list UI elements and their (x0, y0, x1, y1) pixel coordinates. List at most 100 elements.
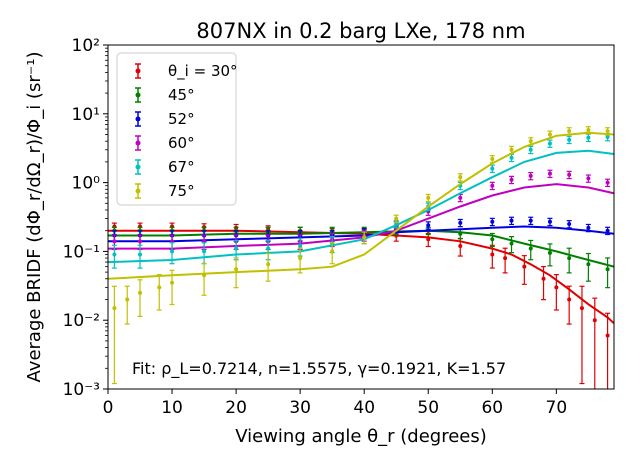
fit-line-5 (108, 131, 614, 280)
data-point (579, 306, 584, 311)
data-point (125, 297, 130, 302)
data-point (567, 256, 572, 261)
data-point (112, 239, 117, 244)
legend-label: 67° (168, 158, 195, 176)
data-point (138, 290, 143, 295)
data-point (541, 276, 546, 281)
data-point (170, 249, 175, 254)
data-point (605, 180, 610, 185)
data-point (458, 243, 463, 248)
y-axis-label: Average BRIDF (dΦ_r/dΩ_r)/Φ_i (sr⁻¹) (24, 52, 45, 383)
data-point (547, 132, 552, 137)
data-point (330, 249, 335, 254)
legend-entry-3: 60° (135, 134, 195, 152)
legend-label: 45° (168, 86, 195, 104)
data-point (426, 195, 431, 200)
data-point (234, 246, 239, 251)
y-tick-label: 10² (72, 36, 100, 56)
fit-line-0 (108, 229, 614, 325)
data-point (567, 297, 572, 302)
data-point (490, 157, 495, 162)
data-point (298, 256, 303, 261)
data-point (586, 262, 591, 267)
legend-entry-5: 75° (135, 182, 195, 200)
data-point (554, 285, 559, 290)
data-point (112, 306, 117, 311)
data-point (490, 166, 495, 171)
data-point (157, 285, 162, 290)
data-point (547, 141, 552, 146)
series-5 (108, 126, 614, 385)
data-point (605, 129, 610, 134)
data-point (503, 256, 508, 261)
legend-entry-2: 52° (135, 110, 195, 128)
data-point (362, 235, 367, 240)
data-point (458, 175, 463, 180)
data-point (426, 237, 431, 242)
data-point (490, 252, 495, 257)
data-point (138, 252, 143, 257)
fit-line-1 (108, 229, 614, 268)
x-tick-label: 10 (161, 398, 183, 418)
data-point (567, 172, 572, 177)
x-tick-label: 50 (417, 398, 439, 418)
plot-area (108, 126, 614, 389)
data-point (528, 147, 533, 152)
data-point (426, 223, 431, 228)
y-tick-label: 10¹ (72, 105, 100, 125)
data-point (170, 280, 175, 285)
legend-box (116, 52, 237, 206)
data-point (458, 195, 463, 200)
x-tick-label: 0 (103, 398, 114, 418)
data-point (586, 225, 591, 230)
data-point (298, 243, 303, 248)
data-point (509, 177, 514, 182)
legend-label: 60° (168, 134, 195, 152)
x-tick-label: 30 (289, 398, 311, 418)
data-point (266, 262, 271, 267)
data-point (509, 147, 514, 152)
data-point (522, 264, 527, 269)
y-tick-label: 10⁻¹ (63, 242, 100, 262)
x-tick-label: 60 (481, 398, 503, 418)
data-point (202, 273, 207, 278)
data-point (586, 128, 591, 133)
legend-label: 75° (168, 182, 195, 200)
data-point (605, 267, 610, 272)
data-point (112, 252, 117, 257)
data-point (509, 241, 514, 246)
data-point (605, 228, 610, 233)
data-point (567, 137, 572, 142)
data-point (509, 218, 514, 223)
data-point (202, 249, 207, 254)
data-point (605, 135, 610, 140)
data-point (394, 216, 399, 221)
data-point (509, 155, 514, 160)
data-point (394, 222, 399, 227)
data-point (567, 222, 572, 227)
data-point (490, 219, 495, 224)
data-point (528, 246, 533, 251)
data-point (458, 231, 463, 236)
data-point (490, 237, 495, 242)
data-point (266, 246, 271, 251)
data-point (528, 218, 533, 223)
data-point (138, 239, 143, 244)
data-point (490, 183, 495, 188)
x-tick-label: 40 (353, 398, 375, 418)
y-tick-label: 10⁰ (72, 174, 101, 194)
chart-title: 807NX in 0.2 barg LXe, 178 nm (196, 19, 525, 43)
legend-label: θ_i = 30° (168, 62, 238, 81)
x-tick-label: 70 (546, 398, 568, 418)
data-point (528, 173, 533, 178)
data-point (592, 318, 597, 323)
data-point (547, 250, 552, 255)
data-point (605, 333, 610, 338)
data-point (458, 220, 463, 225)
legend-label: 52° (168, 110, 195, 128)
data-point (567, 129, 572, 134)
series-0 (108, 222, 614, 389)
data-point (234, 267, 239, 272)
legend-entry-4: 67° (135, 158, 195, 176)
data-point (547, 219, 552, 224)
